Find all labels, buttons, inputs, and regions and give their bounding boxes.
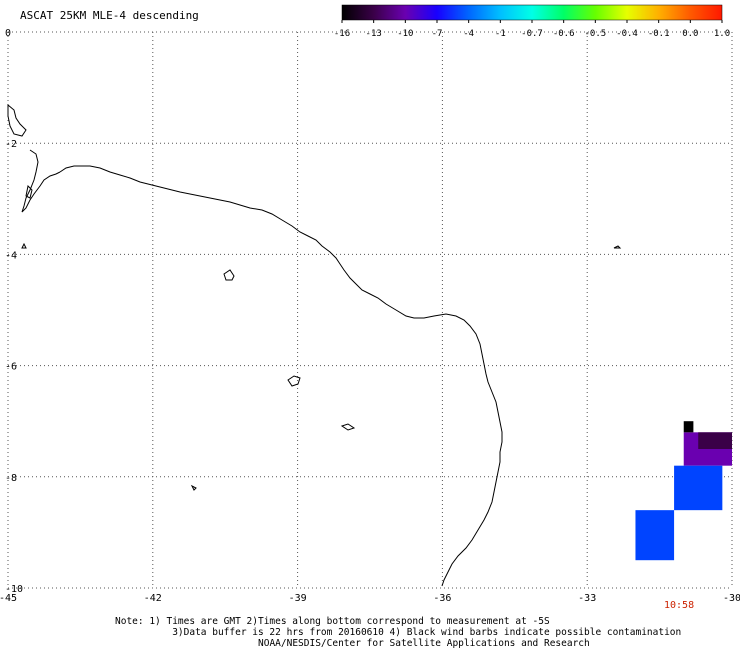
data-cell	[683, 421, 694, 433]
colorbar-label: -10	[397, 29, 413, 39]
island-5	[613, 245, 622, 249]
data-cell	[674, 465, 723, 511]
x-tick-label: -30	[723, 593, 740, 604]
colorbar-label: -13	[366, 29, 382, 39]
map-grid	[7, 31, 733, 589]
colorbar-label: -0.6	[553, 29, 575, 39]
y-tick-label: -4	[5, 250, 17, 261]
coastline	[7, 103, 622, 587]
footnote-line-1: Note: 1) Times are GMT 2)Times along bot…	[115, 616, 550, 627]
measurement-time-label: 10:58	[664, 600, 695, 611]
footnote: Note: 1) Times are GMT 2)Times along bot…	[115, 616, 681, 649]
x-tick-label: -42	[144, 593, 162, 604]
footnote-line-2: 3)Data buffer is 22 hrs from 20160610 4)…	[172, 627, 682, 638]
x-tick-label: -39	[289, 593, 307, 604]
colorbar	[341, 4, 723, 21]
island-2	[287, 375, 301, 387]
x-tick-label: -33	[578, 593, 596, 604]
coastline-islands-north	[7, 103, 33, 249]
y-tick-label: -10	[5, 584, 23, 595]
wind-data-cells	[635, 421, 732, 561]
colorbar-label: -1	[495, 29, 506, 39]
y-tick-label: 0	[5, 28, 11, 39]
island-4	[190, 484, 197, 491]
brazil-coastline	[59, 165, 503, 587]
data-cell	[635, 510, 675, 561]
island-1	[223, 269, 235, 281]
coastline-estuary	[21, 149, 61, 213]
colorbar-label: -7	[432, 29, 443, 39]
x-tick-label: -45	[0, 593, 17, 604]
island-3	[340, 423, 356, 431]
colorbar-label: 0.0	[682, 29, 698, 39]
colorbar-label: -0.1	[648, 29, 670, 39]
colorbar-label: -4	[463, 29, 474, 39]
y-tick-label: -6	[5, 362, 17, 373]
y-tick-label: -8	[5, 473, 17, 484]
data-cell	[698, 432, 732, 449]
footnote-line-3: NOAA/NESDIS/Center for Satellite Applica…	[258, 638, 590, 649]
y-tick-label: -2	[5, 139, 17, 150]
colorbar-label: 1.0	[714, 29, 730, 39]
colorbar-label: -0.7	[521, 29, 543, 39]
colorbar-label: -0.4	[616, 29, 638, 39]
colorbar-label: -16	[334, 29, 350, 39]
x-tick-label: -36	[433, 593, 451, 604]
colorbar-gradient	[341, 4, 723, 21]
map-title: ASCAT 25KM MLE-4 descending	[20, 9, 199, 22]
colorbar-label: -0.5	[584, 29, 606, 39]
